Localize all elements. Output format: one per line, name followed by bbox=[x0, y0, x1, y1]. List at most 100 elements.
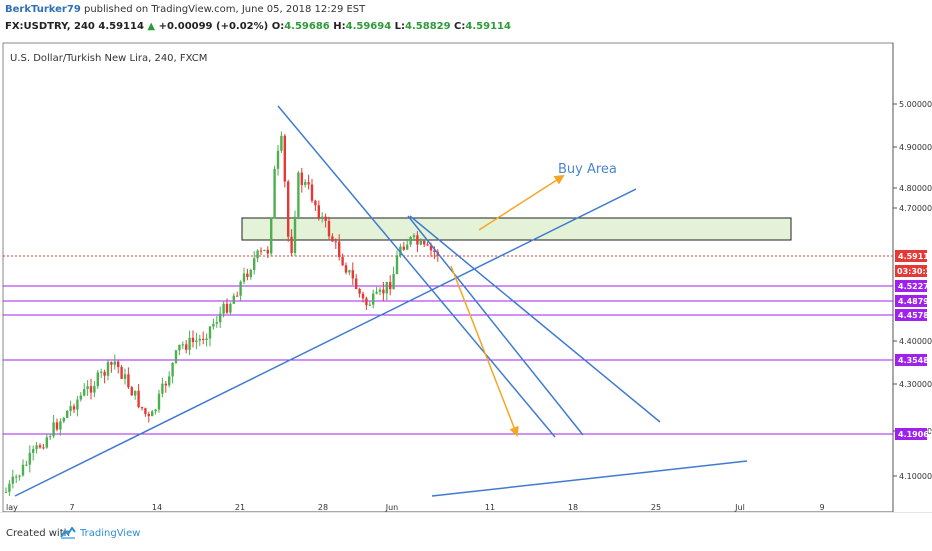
candle-body bbox=[49, 436, 52, 438]
price-label: 4.19061 bbox=[898, 430, 932, 439]
candle-body bbox=[365, 298, 368, 306]
x-tick-label: 18 bbox=[568, 503, 578, 512]
candle-body bbox=[127, 374, 130, 388]
candle-body bbox=[225, 303, 229, 313]
candle-body bbox=[253, 258, 256, 271]
candle-body bbox=[239, 281, 242, 296]
candle-body bbox=[38, 445, 42, 448]
candle-body bbox=[72, 406, 76, 410]
candle-body bbox=[392, 273, 395, 290]
price-label-bg bbox=[895, 295, 927, 307]
candle-body bbox=[55, 422, 59, 430]
candle-body bbox=[25, 464, 28, 466]
candle-body bbox=[161, 383, 164, 394]
y-tick-label: 4.10000 bbox=[899, 472, 932, 481]
high-value: 4.59694 bbox=[345, 21, 392, 32]
candle-body bbox=[426, 244, 429, 246]
trend-line[interactable] bbox=[277, 105, 556, 438]
candle-body bbox=[310, 184, 314, 201]
candle-body bbox=[147, 413, 150, 417]
candle-body bbox=[351, 270, 354, 279]
candle-body bbox=[205, 338, 208, 340]
candle-body bbox=[59, 421, 62, 430]
candle-body bbox=[96, 372, 99, 387]
tradingview-brand-link[interactable]: TradingView bbox=[80, 528, 141, 539]
candle-body bbox=[202, 338, 205, 340]
up-arrow-icon: ▲ bbox=[147, 21, 156, 32]
low-value: 4.58829 bbox=[405, 21, 451, 32]
candle-body bbox=[327, 220, 331, 237]
candle-body bbox=[174, 350, 178, 363]
candle-body bbox=[219, 313, 222, 323]
candle-body bbox=[79, 395, 82, 400]
candle-body bbox=[324, 216, 327, 221]
candle-body bbox=[389, 282, 392, 290]
trend-line[interactable] bbox=[431, 460, 748, 497]
trend-line[interactable] bbox=[409, 215, 661, 423]
trend-lines bbox=[14, 105, 748, 497]
y-tick-label: 4.80000 bbox=[899, 184, 932, 193]
candle-body bbox=[100, 371, 103, 373]
candle-body bbox=[378, 289, 382, 292]
candle-body bbox=[290, 236, 293, 254]
price-label: 4.52271 bbox=[898, 282, 932, 291]
created-with-text: Created with bbox=[6, 528, 70, 539]
candle-body bbox=[106, 362, 110, 376]
low-label: L: bbox=[394, 21, 406, 32]
candle-body bbox=[4, 491, 8, 493]
candle-body bbox=[208, 326, 212, 339]
candle-body bbox=[402, 246, 405, 250]
price-label-bg bbox=[895, 428, 927, 440]
buy-zone-rectangle[interactable] bbox=[241, 217, 792, 241]
candle-body bbox=[246, 273, 249, 278]
symbol-label: FX:USDTRY, 240 bbox=[5, 21, 95, 32]
price-chart[interactable]: U.S. Dollar/Turkish New Lira, 240, FXCM … bbox=[0, 40, 932, 514]
author-link[interactable]: BerkTurker79 bbox=[5, 4, 81, 15]
trend-line[interactable] bbox=[407, 215, 584, 436]
candle-body bbox=[266, 249, 269, 254]
candle-body bbox=[15, 476, 18, 478]
candle-body bbox=[69, 406, 72, 411]
price-label-bg bbox=[895, 250, 927, 262]
candle-body bbox=[157, 393, 161, 410]
chart-area[interactable]: U.S. Dollar/Turkish New Lira, 240, FXCM … bbox=[0, 40, 932, 514]
candle-body bbox=[321, 216, 324, 218]
candle-body bbox=[297, 172, 300, 217]
candle-body bbox=[32, 449, 35, 453]
published-line: BerkTurker79 published on TradingView.co… bbox=[5, 4, 365, 15]
candle-body bbox=[229, 303, 232, 313]
buy-arrow[interactable] bbox=[478, 174, 565, 231]
candle-body bbox=[382, 289, 385, 294]
y-tick-label: 4.70000 bbox=[899, 204, 932, 213]
candle-body bbox=[198, 338, 201, 341]
countdown-label: 03:30:26 bbox=[897, 267, 932, 276]
candle-body bbox=[372, 293, 375, 305]
trend-line[interactable] bbox=[14, 188, 637, 497]
candle-body bbox=[215, 322, 218, 324]
candle-body bbox=[140, 407, 144, 409]
candle-body bbox=[314, 200, 317, 206]
candle-body bbox=[256, 250, 259, 259]
candle-body bbox=[83, 389, 86, 396]
candle-body bbox=[42, 447, 45, 449]
close-value: 4.59114 bbox=[465, 21, 511, 32]
candle-body bbox=[406, 244, 409, 250]
x-tick-label: Jul bbox=[734, 503, 745, 512]
candle-body bbox=[178, 344, 181, 351]
candle-body bbox=[419, 241, 422, 245]
candle-body bbox=[130, 387, 133, 396]
candle-body bbox=[144, 408, 147, 414]
x-tick-label: 28 bbox=[318, 503, 328, 512]
candle-body bbox=[259, 250, 263, 252]
candle-body bbox=[137, 390, 140, 408]
high-label: H: bbox=[333, 21, 346, 32]
y-tick-label: 5.00000 bbox=[899, 100, 932, 109]
candle-body bbox=[117, 361, 120, 368]
y-tick-label: 4.40000 bbox=[899, 337, 932, 346]
candle-body bbox=[280, 135, 283, 151]
candle-body bbox=[423, 241, 426, 245]
tradingview-logo-icon[interactable] bbox=[60, 526, 76, 544]
candle-body bbox=[276, 150, 280, 169]
candle-body bbox=[151, 411, 154, 417]
target-arrow[interactable] bbox=[450, 265, 519, 437]
